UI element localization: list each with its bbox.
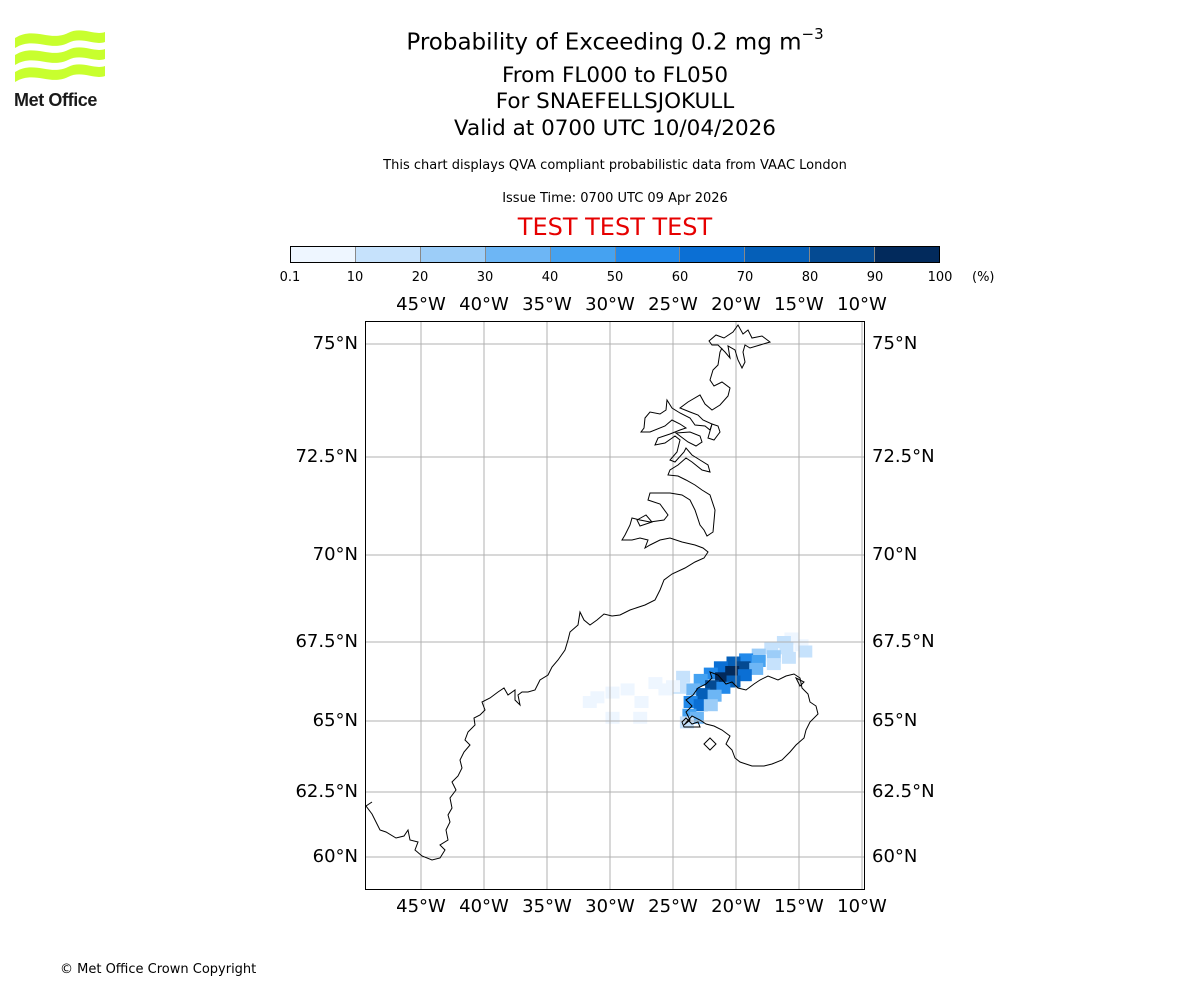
colorbar-segment (614, 247, 680, 262)
volcano-name: For SNAEFELLSJOKULL (495, 89, 735, 114)
plume-cell (781, 651, 796, 664)
iceland-coastline (683, 671, 819, 767)
latitude-label-left: 65°N (312, 710, 358, 731)
colorbar-tick-label: 40 (541, 270, 559, 285)
logo-text: Met Office (14, 90, 98, 110)
colorbar-tick-label: 90 (866, 270, 884, 285)
plume-cell (633, 711, 648, 724)
colorbar-tick-label: 50 (606, 270, 624, 285)
greenland-coastline (708, 324, 772, 370)
valid-time: Valid at 0700 UTC 10/04/2026 (453, 116, 776, 141)
longitude-label-top: 15°W (774, 294, 824, 315)
colorbar-tick-label: 30 (476, 270, 494, 285)
coastlines (365, 324, 819, 861)
latitude-label-right: 72.5°N (872, 446, 935, 467)
disclaimer-text: This chart displays QVA compliant probab… (383, 158, 847, 173)
longitude-label-top: 30°W (585, 294, 635, 315)
chart-title: Probability of Exceeding 0.2 mg m−3 (300, 25, 930, 56)
longitude-label-top: 10°W (837, 294, 887, 315)
latitude-label-left: 75°N (312, 333, 358, 354)
colorbar-tick-label: 20 (411, 270, 429, 285)
plume-cell (605, 711, 620, 724)
latitude-label-right: 62.5°N (872, 781, 935, 802)
plume-cell (605, 686, 620, 699)
colorbar-segment (874, 247, 940, 262)
colorbar-tick-label: 70 (736, 270, 754, 285)
colorbar-segment (354, 247, 420, 262)
latitude-label-right: 67.5°N (872, 631, 935, 652)
longitude-label-bottom: 45°W (396, 896, 446, 917)
longitude-label-bottom: 35°W (522, 896, 572, 917)
latitude-label-left: 62.5°N (295, 781, 358, 802)
colorbar-tick-label: 60 (671, 270, 689, 285)
plume-cell (648, 677, 663, 690)
longitude-label-top: 45°W (396, 294, 446, 315)
plume-cell (779, 642, 794, 655)
colorbar-segment (484, 247, 550, 262)
longitude-label-bottom: 20°W (711, 896, 761, 917)
plume-cell (620, 683, 635, 696)
chart-title-superscript: −3 (801, 25, 824, 43)
met-office-logo-icon (15, 30, 105, 82)
longitude-label-top: 40°W (459, 294, 509, 315)
colorbar-tick-label: 10 (346, 270, 364, 285)
colorbar-unit: (%) (972, 270, 995, 285)
colorbar-segment (744, 247, 810, 262)
latitude-label-right: 65°N (872, 710, 918, 731)
plume-cell (766, 658, 781, 671)
plume-cell (696, 688, 711, 701)
colorbar (290, 246, 940, 263)
longitude-label-top: 25°W (648, 294, 698, 315)
latitude-label-right: 75°N (872, 333, 918, 354)
flight-level-range: From FL000 to FL050 (501, 63, 729, 88)
latitude-label-left: 67.5°N (295, 631, 358, 652)
longitude-label-bottom: 25°W (648, 896, 698, 917)
colorbar-segment (419, 247, 485, 262)
colorbar-segment (291, 247, 355, 262)
copyright-notice: © Met Office Crown Copyright (60, 962, 257, 977)
colorbar-segment (809, 247, 875, 262)
colorbar-tick-label: 80 (801, 270, 819, 285)
plume-cell (703, 699, 718, 712)
latitude-label-right: 60°N (872, 846, 918, 867)
plume-cell (676, 670, 691, 683)
longitude-label-top: 20°W (711, 294, 761, 315)
chart-title-text: Probability of Exceeding 0.2 mg m (406, 29, 802, 56)
colorbar-segment (679, 247, 745, 262)
plume-cell (798, 645, 813, 658)
longitude-label-bottom: 40°W (459, 896, 509, 917)
longitude-label-bottom: 10°W (837, 896, 887, 917)
colorbar-tick-label: 0.1 (279, 270, 301, 285)
colorbar-segment (549, 247, 615, 262)
test-banner: TEST TEST TEST (517, 213, 713, 241)
latitude-label-left: 60°N (312, 846, 358, 867)
plume-cell (693, 673, 708, 686)
longitude-label-bottom: 15°W (774, 896, 824, 917)
map-frame (365, 321, 865, 890)
plume-cell (737, 669, 752, 682)
plume-cell (582, 696, 597, 708)
issue-time: Issue Time: 0700 UTC 09 Apr 2026 (502, 191, 728, 206)
longitude-label-bottom: 30°W (585, 896, 635, 917)
plume-cell (707, 689, 722, 702)
colorbar-tick-label: 100 (927, 270, 953, 285)
plume-cell (749, 662, 764, 675)
latitude-label-left: 72.5°N (295, 446, 358, 467)
latitude-label-left: 70°N (312, 544, 358, 565)
graticule (366, 322, 864, 889)
latitude-label-right: 70°N (872, 544, 918, 565)
longitude-label-top: 35°W (522, 294, 572, 315)
plume-cell (634, 696, 649, 708)
